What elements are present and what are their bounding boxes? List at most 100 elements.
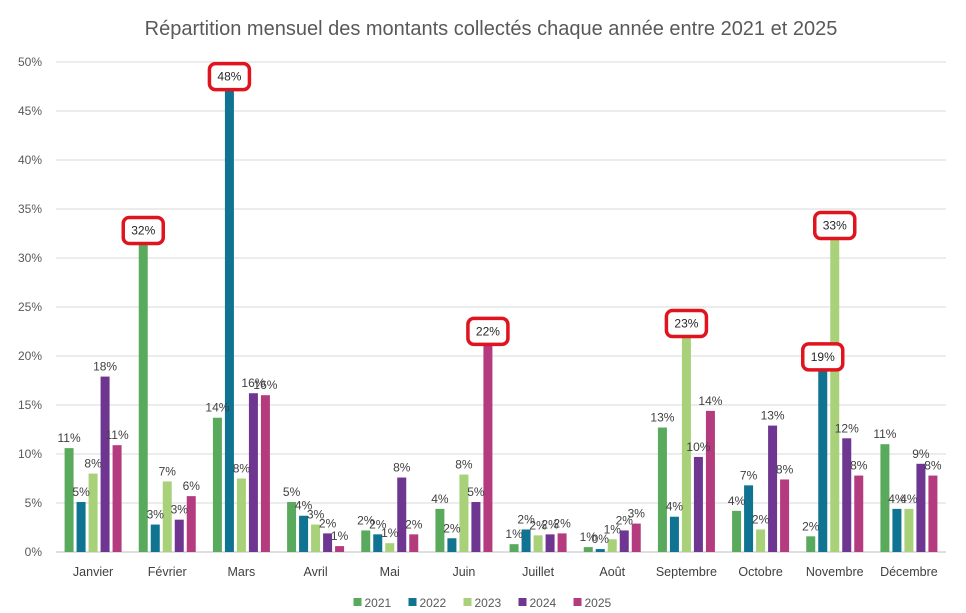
bar [657, 427, 667, 552]
data-label: 3% [171, 503, 189, 517]
bar [212, 417, 222, 552]
data-label: 16% [253, 378, 277, 392]
highlight-box [664, 308, 709, 339]
legend-label: 2023 [475, 596, 502, 610]
category-label: Octobre [738, 565, 783, 579]
bar [521, 529, 531, 552]
bar [744, 485, 754, 552]
data-label: 2% [802, 519, 820, 533]
bar [806, 536, 816, 552]
data-label: 5% [283, 485, 301, 499]
bar [756, 529, 766, 552]
bar [150, 524, 160, 552]
bar [64, 448, 74, 552]
legend-swatch [463, 598, 472, 606]
data-label: 11% [58, 431, 81, 445]
legend-label: 2021 [365, 596, 392, 610]
bar [583, 547, 593, 552]
bar [224, 81, 234, 552]
legend-label: 2025 [585, 596, 612, 610]
bar [780, 479, 790, 552]
bar [768, 425, 778, 552]
data-label: 7% [740, 468, 758, 482]
data-label: 1% [381, 526, 399, 540]
data-label: 2% [616, 513, 634, 527]
data-label: 9% [912, 447, 930, 461]
category-label: Mars [228, 565, 256, 579]
y-tick-label: 45% [18, 104, 42, 118]
highlighted-data-label: 33% [823, 219, 847, 233]
data-label: 0% [592, 532, 610, 546]
highlighted-data-label: 48% [217, 70, 241, 84]
bar [447, 538, 457, 552]
category-label: Mai [380, 565, 400, 579]
category-label: Avril [304, 565, 328, 579]
bar [842, 438, 852, 552]
data-label: 2% [529, 518, 547, 532]
legend-swatch [408, 598, 417, 606]
data-label: 2% [319, 516, 337, 530]
bar [693, 456, 703, 552]
data-label: 8% [776, 462, 794, 476]
data-label: 1% [331, 529, 349, 543]
data-label: 5% [467, 485, 485, 499]
bar [138, 235, 148, 552]
data-label: 3% [307, 508, 325, 522]
bar [248, 393, 258, 552]
data-label: 2% [443, 521, 461, 535]
y-tick-label: 25% [18, 300, 42, 314]
y-tick-label: 20% [18, 349, 42, 363]
data-label: 2% [405, 517, 423, 531]
data-label: 8% [393, 461, 411, 475]
bar [186, 496, 196, 552]
data-label: 2% [752, 512, 770, 526]
bar [174, 519, 184, 552]
category-label: Novembre [806, 565, 864, 579]
highlight-box [121, 215, 165, 246]
data-label: 10% [686, 440, 710, 454]
data-label: 14% [698, 394, 722, 408]
data-label: 2% [541, 517, 559, 531]
data-label: 1% [580, 530, 598, 544]
data-label: 4% [888, 492, 906, 506]
bar [545, 534, 555, 552]
y-tick-label: 35% [18, 202, 42, 216]
y-tick-label: 10% [18, 447, 42, 461]
data-label: 12% [835, 421, 859, 435]
chart-title: Répartition mensuel des montants collect… [145, 18, 838, 40]
bar [509, 544, 519, 552]
data-label: 3% [147, 508, 165, 522]
data-label: 7% [159, 464, 177, 478]
bar [361, 530, 371, 552]
bar [236, 478, 246, 552]
category-label: Décembre [880, 565, 938, 579]
category-label: Février [148, 565, 187, 579]
data-label: 2% [553, 516, 571, 530]
bar [435, 508, 445, 552]
bar [335, 546, 345, 552]
data-label: 4% [666, 500, 684, 514]
highlighted-data-label: 22% [476, 324, 500, 338]
data-label: 11% [106, 428, 129, 442]
bar [100, 376, 110, 552]
data-label: 8% [233, 462, 251, 476]
data-label: 4% [431, 492, 449, 506]
highlight-box [466, 316, 510, 347]
bar [471, 502, 481, 552]
data-label: 2% [369, 517, 387, 531]
legend-swatch [573, 598, 582, 606]
data-label: 6% [183, 479, 201, 493]
gridlines [56, 61, 946, 553]
bar [311, 524, 321, 552]
bar [385, 543, 395, 552]
data-label: 4% [295, 499, 313, 513]
bar [409, 534, 419, 552]
bar [76, 502, 86, 552]
category-label: Septembre [656, 565, 717, 579]
bar [928, 475, 938, 552]
y-tick-label: 50% [18, 55, 42, 69]
data-label: 13% [650, 411, 674, 425]
bar [162, 481, 172, 552]
bar [323, 533, 333, 552]
